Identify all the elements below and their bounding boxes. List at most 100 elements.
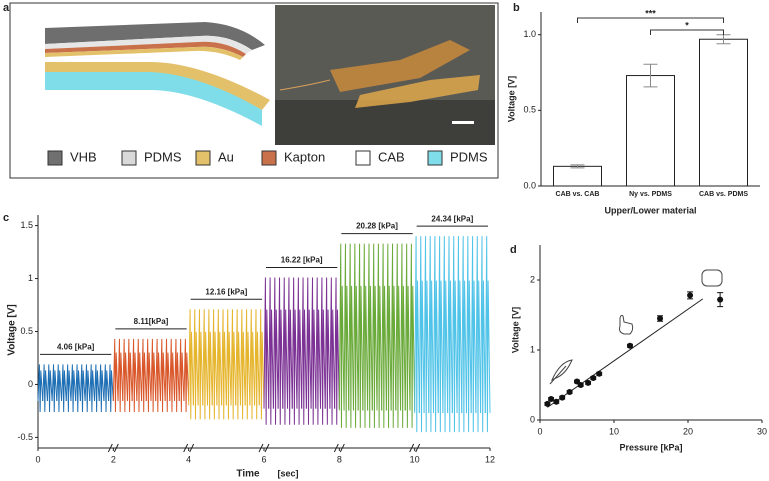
- signal-cycle: [244, 309, 251, 420]
- signal-cycle: [324, 277, 331, 425]
- signal-cycle: [84, 364, 91, 412]
- panel-label: b: [513, 2, 520, 14]
- signal-cycle: [291, 277, 298, 425]
- signal-cycle: [258, 309, 265, 420]
- signal-cycle: [484, 236, 491, 433]
- data-point: [566, 389, 573, 395]
- legend-label: Kapton: [284, 149, 325, 164]
- signal-cycle: [169, 338, 176, 412]
- signal-cycle: [239, 309, 246, 420]
- data-point: [687, 292, 694, 299]
- legend-swatch: [355, 150, 371, 166]
- data-point: [577, 382, 584, 388]
- legend-swatch: [261, 150, 277, 166]
- error-bar: [570, 164, 585, 169]
- signal-cycle: [112, 338, 119, 412]
- fist-icon: [701, 269, 723, 287]
- signal-cycle: [103, 364, 110, 412]
- data-point: [553, 398, 560, 405]
- bar: [553, 165, 602, 187]
- signal-cycle: [437, 236, 444, 433]
- signal-cycle: [159, 338, 166, 412]
- axis-break: [258, 443, 270, 453]
- signal-cycle: [192, 309, 199, 420]
- signal-cycle: [79, 364, 86, 412]
- signal-cycle: [145, 338, 152, 412]
- significance-bracket: [650, 29, 724, 35]
- series-label: 24.34 [kPa]: [431, 214, 473, 223]
- signal-cycle: [150, 338, 157, 412]
- signal-cycle: [334, 277, 340, 425]
- signal-cycle: [447, 236, 453, 433]
- signal-cycle: [320, 277, 326, 425]
- signal-cycle: [268, 277, 274, 425]
- signal-cycle: [362, 243, 369, 428]
- signal-cycle: [277, 277, 284, 425]
- signal-cycle: [367, 243, 373, 428]
- series-label: 8.11[kPa]: [134, 317, 169, 326]
- signal-cycle: [343, 243, 350, 428]
- signal-cycle: [235, 309, 241, 420]
- signal-cycle: [56, 364, 63, 412]
- legend-swatch: [427, 150, 443, 166]
- signal-cycle: [400, 243, 406, 428]
- signal-cycle: [136, 338, 143, 412]
- signal-cycle: [357, 243, 364, 428]
- signal-cycle: [188, 309, 194, 420]
- legend-swatch: [47, 150, 63, 166]
- device-illustration: [45, 22, 270, 126]
- signal-cycle: [65, 364, 72, 412]
- signal-cycle: [381, 243, 387, 428]
- signal-cycle: [211, 309, 218, 420]
- significance-label: *: [685, 20, 689, 30]
- x-tick-label: CAB vs. PDMS: [699, 191, 748, 198]
- legend-label: CAB: [378, 149, 405, 164]
- data-point: [626, 342, 633, 349]
- signal-cycle: [296, 277, 303, 425]
- legend-swatch: [121, 150, 137, 166]
- bar: [626, 75, 675, 187]
- x-axis-label: Time: [236, 469, 260, 480]
- data-point: [559, 394, 566, 401]
- y-tick-label: 1.0: [523, 29, 536, 39]
- signal-cycle: [164, 338, 171, 412]
- x-axis-label: Pressure [kPa]: [619, 442, 682, 452]
- signal-cycle: [216, 309, 223, 420]
- signal-cycle: [475, 236, 482, 433]
- series-label: 16.22 [kPa]: [281, 256, 323, 265]
- y-tick-label: 0.5: [20, 326, 33, 336]
- y-axis-label: Voltage [V]: [510, 307, 520, 353]
- series-label: 20.28 [kPa]: [356, 222, 398, 231]
- signal-cycle: [197, 309, 204, 420]
- x-tick-label: 6: [261, 454, 266, 464]
- signal-cycle: [442, 236, 449, 433]
- axis-break: [333, 443, 345, 453]
- signal-cycle: [249, 309, 256, 420]
- signal-cycle: [126, 338, 133, 412]
- x-tick-label: 10: [410, 454, 420, 464]
- signal-cycle: [61, 364, 67, 412]
- signal-cycle: [456, 236, 463, 433]
- significance-bracket: [577, 17, 724, 23]
- signal-cycle: [51, 364, 58, 412]
- signal-cycle: [89, 364, 95, 412]
- signal-cycle: [480, 236, 486, 433]
- panel-label: c: [3, 212, 9, 224]
- legend-label: Au: [218, 149, 234, 164]
- signal-cycle: [131, 338, 138, 412]
- y-tick-label: -0.5: [17, 432, 33, 442]
- signal-cycle: [46, 364, 53, 412]
- y-tick-label: 0.5: [523, 105, 536, 115]
- signal-cycle: [75, 364, 81, 412]
- x-tick-label: 2: [111, 454, 116, 464]
- x-tick-label: 10: [609, 426, 619, 436]
- data-point: [590, 375, 597, 381]
- y-tick-label: 0: [28, 379, 33, 389]
- panel-a: [9, 2, 499, 179]
- signal-cycle: [42, 364, 48, 412]
- y-tick-label: 1.5: [20, 220, 33, 230]
- x-axis-unit: [sec]: [277, 468, 298, 478]
- y-tick-label: 2: [530, 274, 535, 284]
- axis-line: [539, 245, 762, 421]
- series-label: 12.16 [kPa]: [205, 287, 247, 296]
